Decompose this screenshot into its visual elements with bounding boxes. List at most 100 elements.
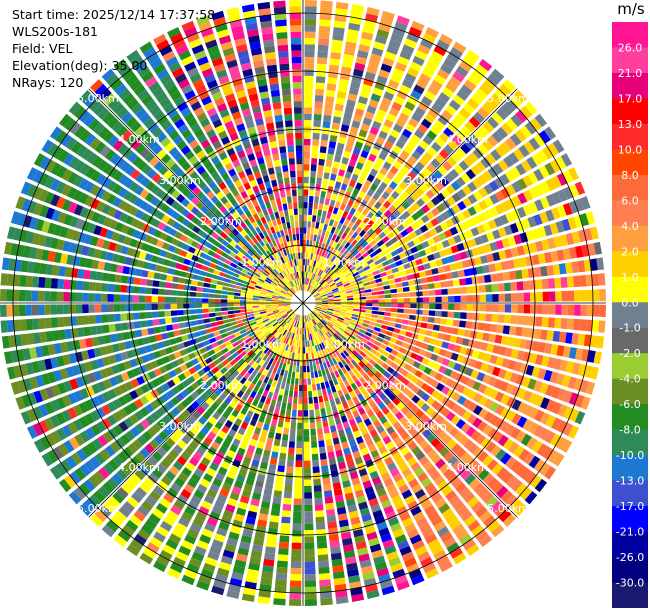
radar-gate xyxy=(496,324,504,334)
radar-gate xyxy=(189,303,196,309)
radar-gate xyxy=(375,136,386,146)
radar-gate xyxy=(121,322,129,331)
radar-gate xyxy=(439,463,450,474)
radar-gate xyxy=(332,33,344,41)
radar-gate xyxy=(385,330,393,337)
radar-gate xyxy=(368,497,379,507)
radar-gate xyxy=(38,420,50,434)
radar-gate xyxy=(388,107,400,117)
radar-gate xyxy=(531,153,543,166)
radar-gate xyxy=(320,382,326,390)
radar-gate xyxy=(205,200,214,209)
radar-gate xyxy=(255,282,263,287)
radar-gate xyxy=(196,220,205,229)
radar-gate xyxy=(441,485,453,497)
radar-gate xyxy=(252,412,260,421)
radar-gate xyxy=(65,366,75,378)
radar-gate xyxy=(177,413,187,423)
radar-gate xyxy=(556,420,568,434)
radar-gate xyxy=(386,426,395,435)
radar-gate xyxy=(78,483,91,496)
radar-gate xyxy=(372,303,379,307)
radar-gate xyxy=(218,466,228,476)
radar-gate xyxy=(326,310,333,315)
radar-gate xyxy=(299,321,301,329)
radar-gate xyxy=(301,328,303,335)
radar-gate xyxy=(517,304,524,314)
radar-gate xyxy=(535,240,544,252)
radar-gate xyxy=(299,372,303,379)
radar-gate xyxy=(229,321,237,326)
radar-gate xyxy=(398,134,409,144)
radar-gate xyxy=(383,335,392,341)
radar-gate xyxy=(556,345,565,357)
radar-gate xyxy=(174,522,187,533)
radar-gate xyxy=(397,214,406,223)
radar-gate xyxy=(297,353,301,360)
radar-gate xyxy=(267,431,275,439)
radar-gate xyxy=(395,365,404,373)
radar-gate xyxy=(353,483,363,492)
radar-gate xyxy=(103,334,112,344)
radar-gate xyxy=(44,235,53,248)
radar-gate xyxy=(437,165,448,176)
radar-gate xyxy=(186,375,196,384)
radar-gate xyxy=(473,129,485,142)
radar-gate xyxy=(387,342,396,349)
radar-gate xyxy=(317,541,328,549)
radar-gate xyxy=(304,132,311,140)
radar-gate xyxy=(374,340,382,347)
radar-gate xyxy=(153,485,165,497)
radar-gate xyxy=(6,304,13,317)
radar-gate xyxy=(342,421,350,429)
radar-gate xyxy=(226,590,240,599)
radar-gate xyxy=(295,314,299,321)
radar-gate xyxy=(102,431,114,443)
radar-gate xyxy=(271,301,278,303)
radar-gate xyxy=(489,180,500,192)
radar-gate xyxy=(459,251,468,260)
radar-gate xyxy=(414,49,428,61)
radar-gate xyxy=(27,392,38,406)
radar-gate xyxy=(431,331,439,339)
radar-gate xyxy=(451,460,463,471)
radar-gate xyxy=(319,363,325,370)
radar-gate xyxy=(301,334,303,341)
radar-gate xyxy=(467,74,481,87)
radar-gate xyxy=(319,6,333,15)
radar-gate xyxy=(335,214,341,223)
radar-gate xyxy=(407,425,417,435)
radar-gate xyxy=(191,254,199,262)
radar-gate xyxy=(397,308,404,313)
radar-gate xyxy=(505,383,515,395)
radar-gate xyxy=(436,555,450,567)
radar-gate xyxy=(303,183,309,190)
radar-gate xyxy=(330,552,342,561)
radar-gate xyxy=(515,269,523,280)
radar-gate xyxy=(550,344,559,356)
radar-gate xyxy=(331,327,338,333)
radar-gate xyxy=(45,159,57,173)
radar-gate xyxy=(153,434,164,445)
radar-gate xyxy=(197,257,205,264)
radar-gate xyxy=(65,137,78,151)
radar-gate xyxy=(227,303,234,307)
radar-gate xyxy=(341,232,348,240)
radar-gate xyxy=(486,343,495,353)
radar-gate xyxy=(446,439,457,450)
radar-gate xyxy=(383,200,392,209)
radar-gate xyxy=(57,211,67,224)
radar-gate xyxy=(478,395,489,407)
radar-gate xyxy=(324,102,334,110)
radar-gate xyxy=(255,330,262,337)
radar-gate xyxy=(500,141,512,154)
radar-gate xyxy=(415,187,425,197)
radar-gate xyxy=(354,489,365,498)
radar-gate xyxy=(269,255,276,262)
radar-gate xyxy=(258,323,265,328)
radar-gate xyxy=(26,167,38,181)
radar-gate xyxy=(436,68,450,80)
radar-gate xyxy=(363,319,370,325)
radar-gate xyxy=(314,331,319,339)
radar-gate xyxy=(567,376,577,390)
